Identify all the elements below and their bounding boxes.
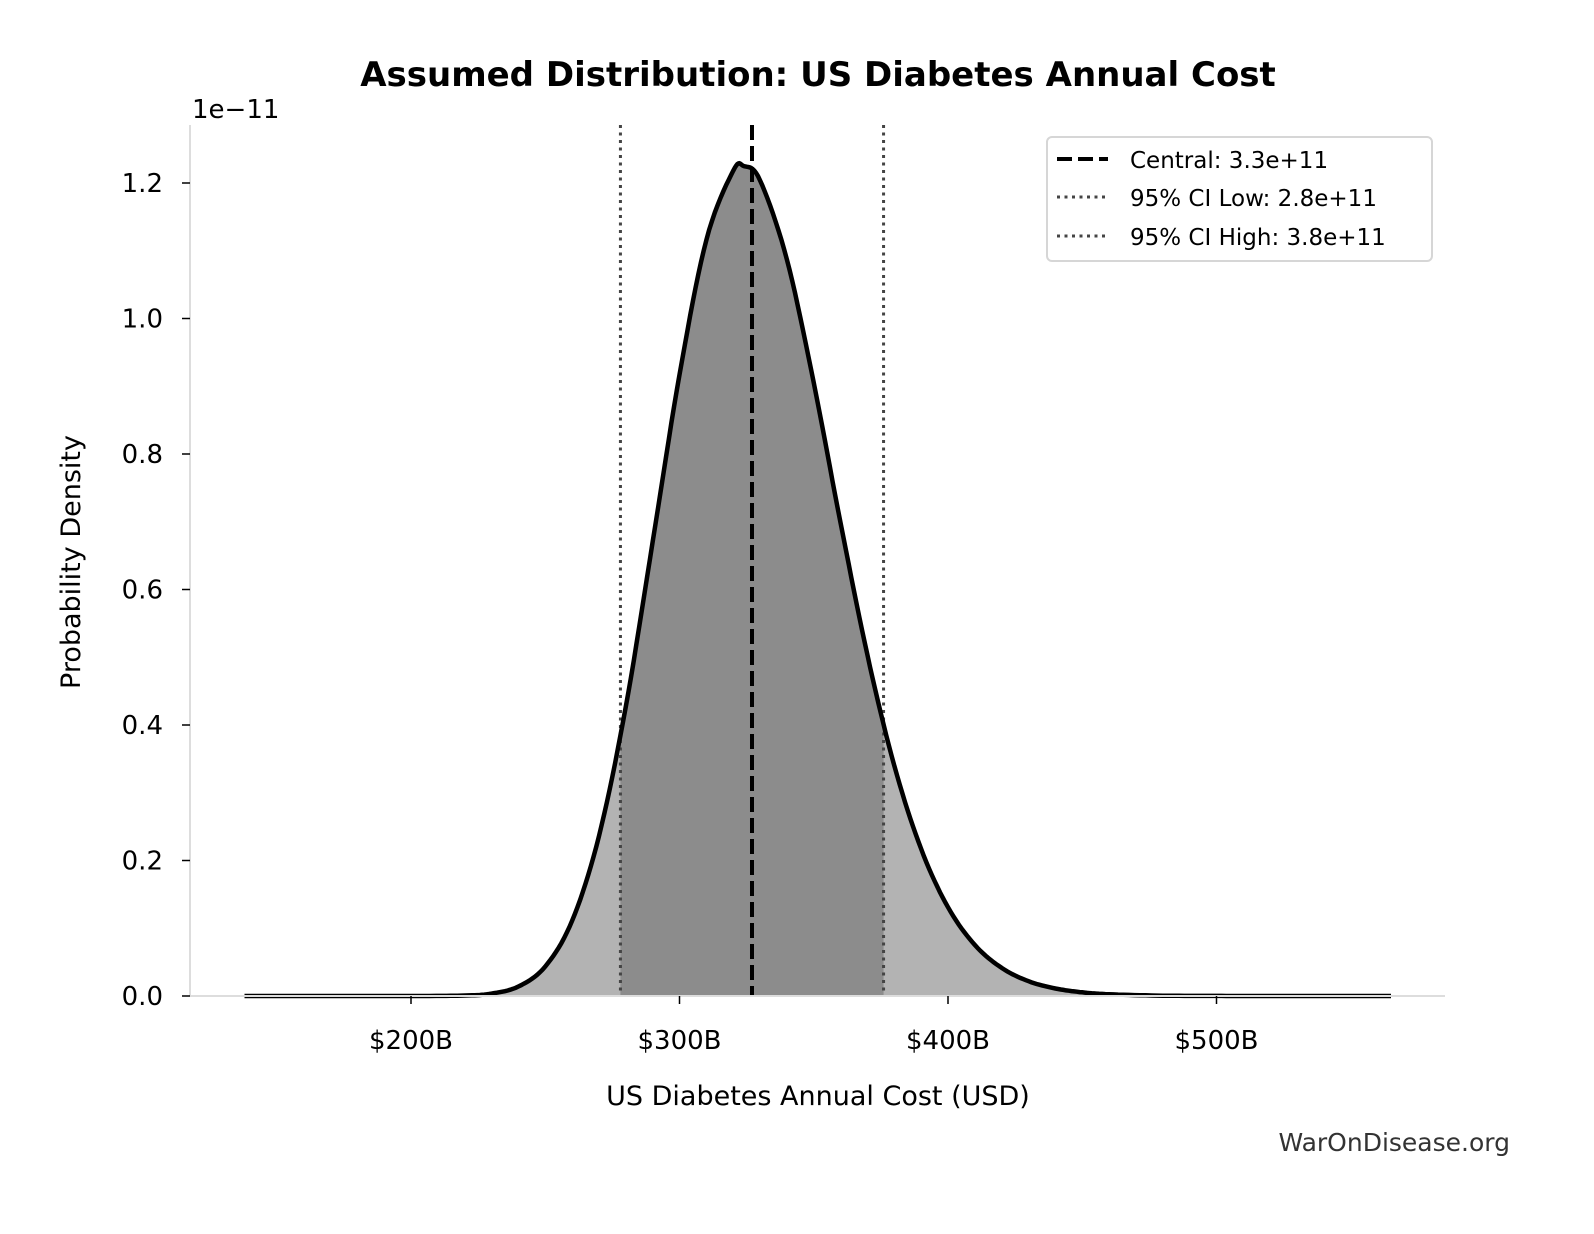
y-offset-label: 1e−11 [192,95,279,125]
density-curve [244,160,1391,999]
legend: Central: 3.3e+11 95% CI Low: 2.8e+11 95%… [1046,136,1433,262]
y-tick-label: 1.2 [122,169,163,199]
watermark: WarOnDisease.org [1278,1128,1510,1157]
x-tick-label: $400B [906,1026,990,1056]
y-tick-label: 0.4 [122,711,163,741]
legend-label-ci-high: 95% CI High: 3.8e+11 [1130,225,1386,251]
y-axis-label: Probability Density [56,435,87,689]
x-tick-label: $300B [637,1026,721,1056]
legend-box [1046,136,1433,262]
legend-label-ci-low: 95% CI Low: 2.8e+11 [1130,186,1377,212]
y-tick-label: 0.6 [122,576,163,606]
legend-label-central: Central: 3.3e+11 [1130,148,1328,174]
y-tick-label: 1.0 [122,305,163,335]
y-tick-label: 0.0 [122,982,163,1012]
chart-title: Assumed Distribution: US Diabetes Annual… [360,55,1276,95]
x-tick-label: $500B [1174,1026,1258,1056]
x-axis-label: US Diabetes Annual Cost (USD) [606,1081,1030,1112]
x-tick-label: $200B [369,1026,453,1056]
y-tick-label: 0.8 [122,440,163,470]
y-tick-label: 0.2 [122,847,163,877]
